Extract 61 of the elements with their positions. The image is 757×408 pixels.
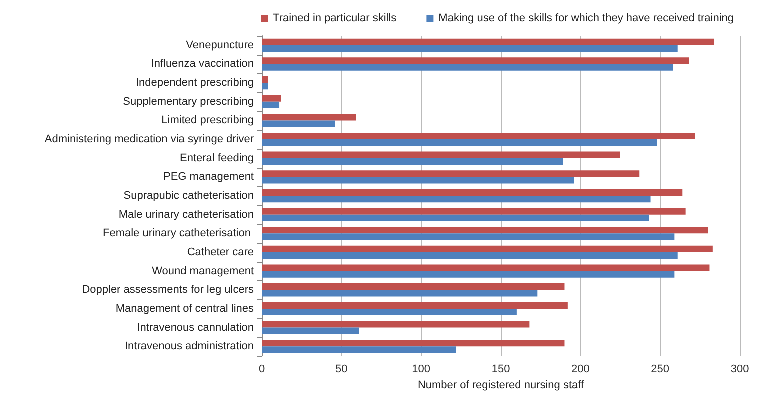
y-tick-label: Female urinary catheterisation bbox=[102, 228, 254, 240]
bar bbox=[262, 264, 710, 272]
bar bbox=[262, 152, 620, 158]
x-axis-title: Number of registered nursing staff bbox=[418, 380, 585, 392]
bar bbox=[262, 346, 456, 354]
bar bbox=[262, 227, 708, 234]
y-tick-label: Influenza vaccination bbox=[151, 58, 254, 70]
bar bbox=[262, 308, 517, 316]
bar bbox=[262, 302, 568, 309]
bar bbox=[262, 38, 715, 46]
bar bbox=[262, 328, 360, 334]
legend-label: Trained in particular skills bbox=[272, 12, 398, 24]
x-tick-label: 100 bbox=[412, 364, 431, 376]
bar bbox=[262, 76, 268, 84]
bar bbox=[262, 196, 651, 203]
y-tick-label: Intravenous cannulation bbox=[137, 322, 254, 334]
bar bbox=[262, 102, 280, 108]
bar bbox=[262, 290, 538, 297]
bar bbox=[262, 321, 530, 328]
y-tick-label: Catheter care bbox=[187, 246, 254, 258]
bar bbox=[262, 140, 658, 146]
bar bbox=[262, 214, 650, 222]
y-tick-label: Administering medication via syringe driver bbox=[44, 134, 254, 146]
x-tick-label: 200 bbox=[571, 364, 590, 376]
y-tick-label: Venepuncture bbox=[186, 39, 254, 52]
y-tick-label: Male urinary catheterisation bbox=[118, 208, 254, 221]
bar bbox=[262, 234, 675, 240]
y-tick-label: Supplementary prescribing bbox=[123, 96, 254, 108]
bar bbox=[262, 114, 356, 121]
x-tick-label: 50 bbox=[336, 364, 348, 376]
bar bbox=[262, 252, 678, 260]
bar bbox=[262, 95, 282, 102]
y-tick-label: Intravenous administration bbox=[124, 340, 254, 353]
bar bbox=[262, 58, 690, 64]
bar bbox=[262, 45, 678, 52]
bar bbox=[262, 177, 574, 184]
bar bbox=[262, 340, 565, 347]
legend-label: Making use of the skills for which they have received training bbox=[438, 12, 734, 24]
bar bbox=[262, 158, 564, 165]
y-tick-label: Independent prescribing bbox=[136, 77, 254, 90]
x-tick-label: 0 bbox=[258, 364, 266, 376]
x-tick-label: 300 bbox=[730, 364, 750, 376]
y-tick-label: Wound management bbox=[152, 265, 254, 278]
y-tick-label: Limited prescribing bbox=[162, 114, 254, 127]
bar bbox=[262, 284, 565, 290]
y-tick-label: Management of central lines bbox=[116, 302, 254, 315]
y-tick-label: Suprapubic catheterisation bbox=[124, 190, 254, 202]
bar bbox=[262, 64, 674, 71]
x-tick-label: 250 bbox=[651, 364, 670, 376]
bar bbox=[262, 83, 268, 90]
bar bbox=[262, 246, 713, 252]
bar bbox=[262, 120, 336, 128]
bar bbox=[262, 189, 683, 196]
y-tick-label: Enteral feeding bbox=[180, 152, 254, 164]
bar bbox=[262, 132, 696, 140]
y-tick-label: Doppler assessments for leg ulcers bbox=[82, 284, 254, 296]
bar bbox=[262, 208, 686, 215]
bar bbox=[262, 271, 675, 278]
y-tick-label: PEG management bbox=[164, 171, 254, 184]
x-tick-label: 150 bbox=[492, 364, 510, 376]
bar bbox=[262, 170, 640, 178]
